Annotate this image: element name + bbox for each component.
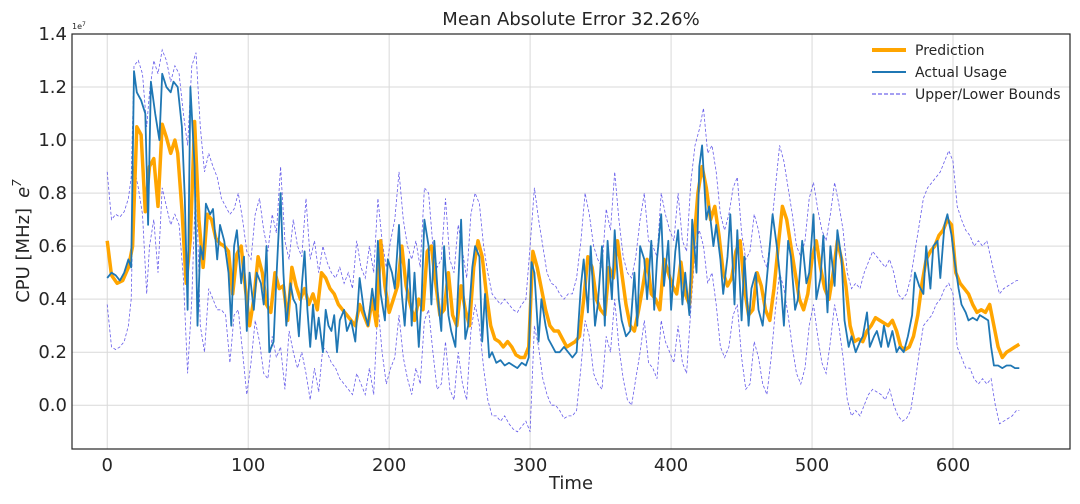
x-tick-label: 200 [372, 455, 406, 476]
y-axis-label-exponent: 7 [10, 179, 24, 187]
series-actual-usage [106, 70, 1020, 369]
offset-text: 1e7 [72, 21, 86, 31]
legend-label-bounds: Upper/Lower Bounds [915, 87, 1061, 103]
x-axis: 0 100 200 300 400 500 600 [102, 455, 971, 476]
y-axis-label-group: CPU [MHz] e7 [10, 179, 34, 303]
y-axis-label: CPU [MHz] e7 [10, 179, 34, 303]
x-tick-label: 400 [654, 455, 688, 476]
series-lower-bound [106, 166, 1020, 433]
y-tick-label: 0.0 [38, 395, 67, 416]
y-tick-label: 1.4 [38, 24, 67, 45]
legend-label-actual: Actual Usage [915, 65, 1007, 81]
y-axis-label-suffix: e [13, 187, 34, 198]
series-layer [105, 48, 1021, 433]
y-tick-label: 0.4 [38, 289, 67, 310]
y-tick-label: 1.2 [38, 77, 67, 98]
chart-title: Mean Absolute Error 32.26% [442, 9, 699, 30]
series-prediction [105, 119, 1021, 360]
plot-area [105, 48, 1021, 433]
y-tick-label: 0.6 [38, 236, 67, 257]
x-tick-label: 300 [513, 455, 547, 476]
y-tick-label: 1.0 [38, 130, 67, 151]
x-tick-label: 600 [936, 455, 970, 476]
x-tick-label: 100 [231, 455, 265, 476]
x-axis-label: Time [548, 473, 593, 494]
y-axis-label-text: CPU [MHz] [13, 208, 34, 303]
y-axis: 0.0 0.2 0.4 0.6 0.8 1.0 1.2 1.4 [38, 24, 67, 416]
legend-label-prediction: Prediction [915, 43, 985, 59]
y-tick-label: 0.8 [38, 183, 67, 204]
axes-frame [71, 33, 1071, 450]
legend: Prediction Actual Usage Upper/Lower Boun… [872, 43, 1061, 103]
x-tick-label: 500 [795, 455, 829, 476]
x-tick-label: 0 [102, 455, 113, 476]
series-upper-bound [106, 48, 1020, 313]
y-tick-label: 0.2 [38, 342, 67, 363]
